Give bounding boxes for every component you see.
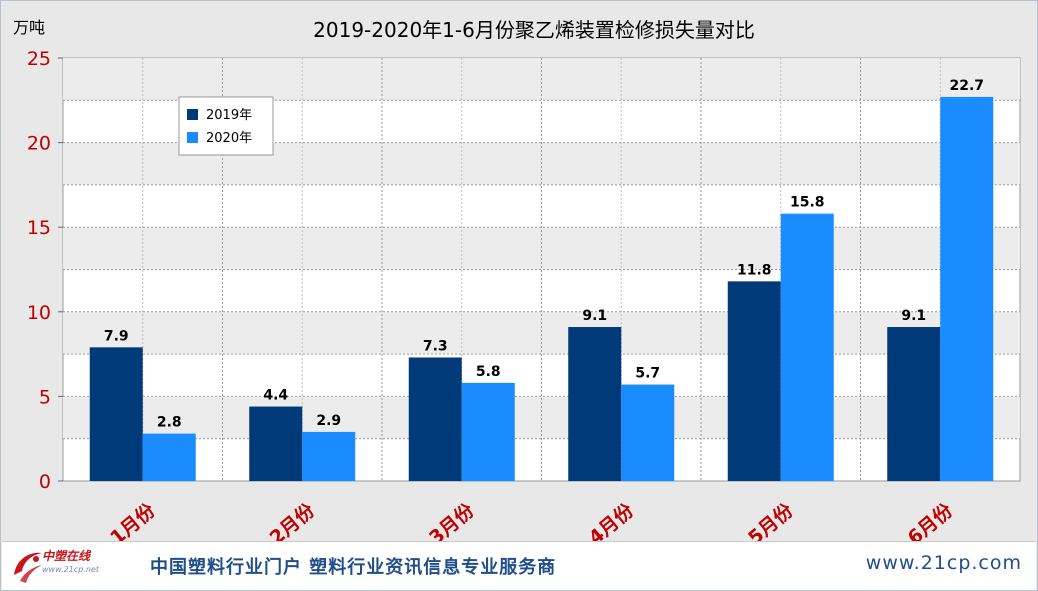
data-label: 4.4 xyxy=(263,388,288,404)
bar-2019年-5月份 xyxy=(727,281,781,481)
category-labels: 1月份 2月份 3月份 4月份 5月份 6月份 xyxy=(106,498,958,541)
site-logo[interactable]: 中塑在线 www.21cp.net xyxy=(10,545,135,585)
y-tick-label: 10 xyxy=(27,302,51,324)
category-label: 5月份 xyxy=(744,498,799,541)
legend-box xyxy=(178,96,274,156)
logo-swoosh-icon xyxy=(14,552,42,583)
legend-swatch-2019 xyxy=(187,109,198,120)
legend-label-2020: 2020年 xyxy=(206,131,252,146)
data-label: 22.7 xyxy=(949,78,984,94)
category-label: 1月份 xyxy=(106,498,161,541)
bar-2020年-1月份 xyxy=(142,433,196,481)
y-axis-unit-label: 万吨 xyxy=(13,18,45,37)
bar-2019年-6月份 xyxy=(887,327,941,481)
category-label: 3月份 xyxy=(425,498,480,541)
legend-swatch-2020 xyxy=(187,132,198,143)
y-tick-label: 15 xyxy=(27,217,51,239)
bar-2019年-2月份 xyxy=(249,406,303,481)
category-label: 6月份 xyxy=(903,498,958,541)
data-label: 9.1 xyxy=(582,308,607,324)
data-label: 5.8 xyxy=(476,364,501,380)
footer-site-link[interactable]: www.21cp.com xyxy=(865,552,1022,574)
y-tick-label: 5 xyxy=(39,386,51,408)
data-label: 11.8 xyxy=(737,262,772,278)
bar-2019年-1月份 xyxy=(89,347,143,481)
bar-2020年-6月份 xyxy=(940,96,994,481)
data-label: 15.8 xyxy=(790,195,825,211)
bar-2020年-4月份 xyxy=(621,384,675,481)
logo-url: www.21cp.net xyxy=(42,565,99,574)
data-label: 9.1 xyxy=(901,308,926,324)
footer-slogan: 中国塑料行业门户 塑料行业资讯信息专业服务商 xyxy=(150,557,557,578)
category-label: 2月份 xyxy=(265,498,320,541)
chart-title: 2019-2020年1-6月份聚乙烯装置检修损失量对比 xyxy=(313,18,755,42)
data-label: 7.3 xyxy=(423,338,448,354)
y-tick-labels: 0 5 10 15 20 25 xyxy=(27,48,63,493)
bar-2020年-5月份 xyxy=(780,213,834,481)
bar-2019年-4月份 xyxy=(568,327,622,481)
y-tick-label: 0 xyxy=(39,471,51,493)
bar-chart: 2019-2020年1-6月份聚乙烯装置检修损失量对比 万吨 051015202… xyxy=(13,18,1021,541)
logo-text: 中塑在线 xyxy=(42,549,91,563)
data-label: 5.7 xyxy=(635,366,660,382)
data-label: 2.8 xyxy=(157,415,182,431)
y-tick-label: 25 xyxy=(27,48,51,70)
footer-bar: 中塑在线 www.21cp.net 中国塑料行业门户 塑料行业资讯信息专业服务商… xyxy=(2,541,1036,590)
legend: 2019年 2020年 xyxy=(178,96,274,156)
y-tick-label: 20 xyxy=(27,133,51,155)
bar-2019年-3月份 xyxy=(408,357,462,481)
data-label: 7.9 xyxy=(104,328,129,344)
data-label: 2.9 xyxy=(316,413,341,429)
bars xyxy=(89,96,994,481)
bar-2020年-2月份 xyxy=(302,431,356,481)
bar-2020年-3月份 xyxy=(461,382,515,481)
category-label: 4月份 xyxy=(584,498,639,541)
legend-label-2019: 2019年 xyxy=(206,108,252,123)
data-labels: 7.9 4.4 7.3 9.1 11.8 9.1 2.8 2.9 5.8 5.7 15.8 22.7 xyxy=(104,78,984,431)
